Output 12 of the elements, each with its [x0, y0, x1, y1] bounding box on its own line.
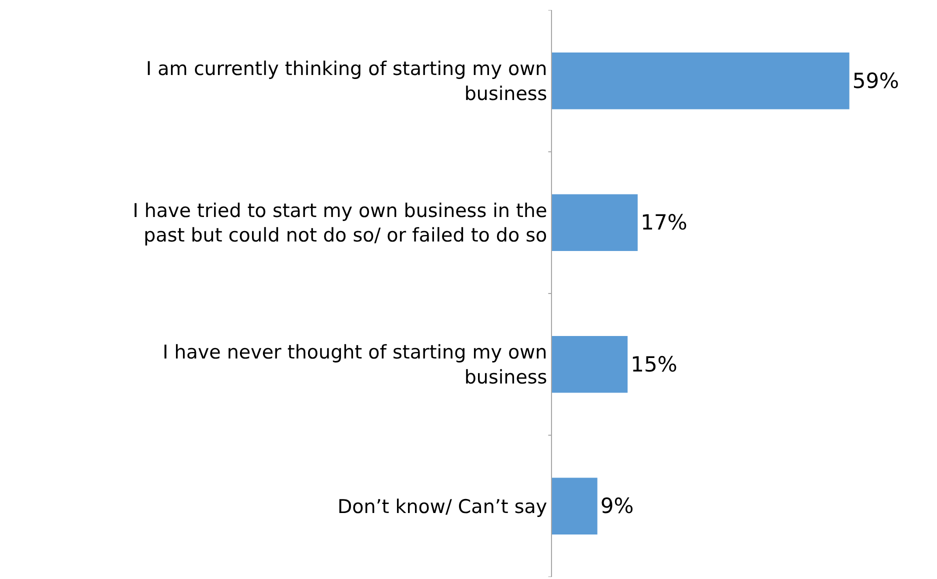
data-label: 15% [630, 352, 678, 376]
data-label: 9% [600, 494, 634, 518]
y-tick-label: I have tried to start my own business in the past but could not do so/ or failed to do so [132, 200, 548, 247]
bar [552, 52, 850, 110]
data-label: 17% [640, 210, 688, 235]
y-tick-label: Don’t know/ Can’t say [337, 496, 548, 518]
bar [552, 336, 628, 393]
data-label: 59% [852, 68, 900, 93]
bar [552, 194, 638, 251]
y-tick-label: I am currently thinking of starting my own business [146, 58, 548, 105]
bar [552, 478, 598, 534]
y-tick-label: I have never thought of starting my own business [162, 342, 548, 388]
